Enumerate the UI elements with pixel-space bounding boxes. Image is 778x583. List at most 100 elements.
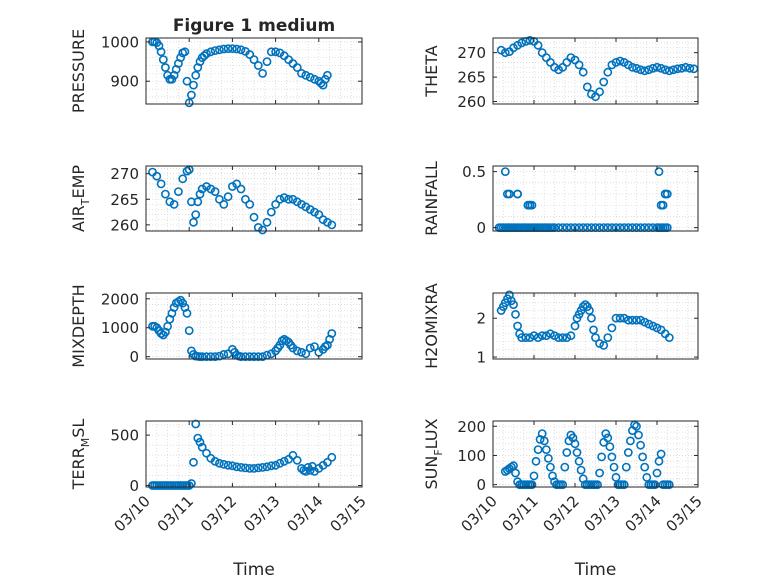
subplot-4: 0 0.5 RAINFALL: [422, 161, 699, 237]
data-series: [496, 290, 674, 350]
data-point: [509, 300, 518, 309]
data-point: [599, 77, 609, 87]
axes-frame: [492, 37, 699, 105]
data-point: [648, 63, 658, 73]
data-point: [681, 62, 691, 72]
data-point: [593, 480, 602, 490]
data-point: [236, 352, 246, 362]
subplot-2: 260 265 270 THETA: [422, 36, 699, 111]
ylabel-7: TERRMSL: [69, 419, 92, 491]
data-point: [202, 448, 211, 458]
y-tick-label: 270: [457, 44, 486, 62]
data-series: [148, 419, 337, 490]
data-point: [184, 326, 194, 335]
data-point: [219, 44, 229, 54]
data-point: [595, 339, 604, 348]
data-point: [184, 481, 194, 490]
data-point: [632, 421, 641, 431]
data-point: [258, 69, 267, 78]
data-point: [253, 352, 263, 362]
data-point: [214, 458, 224, 468]
data-point: [601, 429, 611, 438]
y-tick-label: 2: [476, 310, 486, 328]
data-point: [258, 462, 267, 472]
data-point: [178, 174, 188, 184]
data-point: [292, 63, 302, 72]
data-point: [301, 202, 311, 212]
y-tick-label: 0: [476, 476, 486, 494]
data-point: [219, 349, 229, 359]
data-point: [297, 199, 306, 209]
data-point: [191, 419, 201, 429]
data-point: [176, 53, 185, 62]
data-point: [195, 189, 205, 199]
data-point: [529, 471, 539, 481]
y-tick-label: 0: [129, 477, 139, 495]
data-point: [504, 189, 514, 199]
data-point: [232, 179, 242, 189]
data-point: [541, 331, 551, 341]
y-tick-label: 0: [129, 348, 139, 366]
data-point: [603, 333, 613, 342]
data-point: [173, 187, 183, 196]
data-point: [182, 308, 192, 318]
data-point: [310, 207, 319, 217]
y-tick-label: 270: [110, 165, 139, 183]
data-point: [284, 194, 293, 204]
data-point: [262, 462, 272, 472]
data-point: [664, 333, 674, 342]
data-point: [511, 468, 520, 478]
data-point: [623, 448, 633, 457]
data-point: [245, 199, 255, 209]
ylabel-2: THETA: [422, 45, 441, 97]
data-point: [578, 67, 588, 77]
data-point: [550, 331, 559, 341]
data-series: [148, 165, 337, 235]
data-point: [245, 50, 255, 59]
data-point: [169, 199, 179, 209]
data-point: [595, 468, 604, 478]
data-point: [644, 65, 654, 75]
data-point: [636, 315, 645, 325]
data-point: [607, 323, 617, 333]
data-point: [580, 300, 590, 309]
axes-frame: [145, 165, 363, 232]
data-point: [184, 98, 194, 108]
data-point: [611, 313, 621, 323]
data-point: [279, 456, 289, 466]
data-point: [640, 462, 650, 472]
data-point: [219, 459, 229, 469]
data-series: [148, 37, 332, 108]
data-point: [660, 65, 670, 75]
data-point: [572, 448, 582, 457]
data-point: [160, 189, 170, 199]
data-point: [152, 171, 162, 181]
data-point: [615, 313, 625, 323]
data-point: [210, 187, 220, 196]
data-point: [318, 215, 328, 225]
data-point: [199, 51, 209, 61]
y-tick-label: 1000: [101, 319, 139, 337]
data-point: [669, 65, 678, 75]
data-point: [322, 457, 332, 467]
data-point: [206, 352, 216, 362]
ylabel-5: MIXDEPTH: [69, 284, 88, 367]
data-point: [662, 189, 672, 199]
data-point: [513, 189, 522, 199]
axes-frame: [145, 37, 363, 105]
data-point: [626, 436, 635, 446]
data-point: [527, 200, 537, 210]
data-point: [566, 331, 576, 341]
data-point: [305, 72, 315, 82]
data-point: [210, 456, 220, 466]
data-point: [245, 352, 255, 362]
data-point: [288, 194, 298, 204]
data-point: [636, 65, 645, 75]
data-point: [591, 333, 600, 342]
data-point: [202, 182, 211, 191]
data-point: [673, 64, 682, 74]
data-point: [236, 462, 246, 472]
data-point: [570, 321, 580, 331]
data-point: [623, 315, 633, 325]
